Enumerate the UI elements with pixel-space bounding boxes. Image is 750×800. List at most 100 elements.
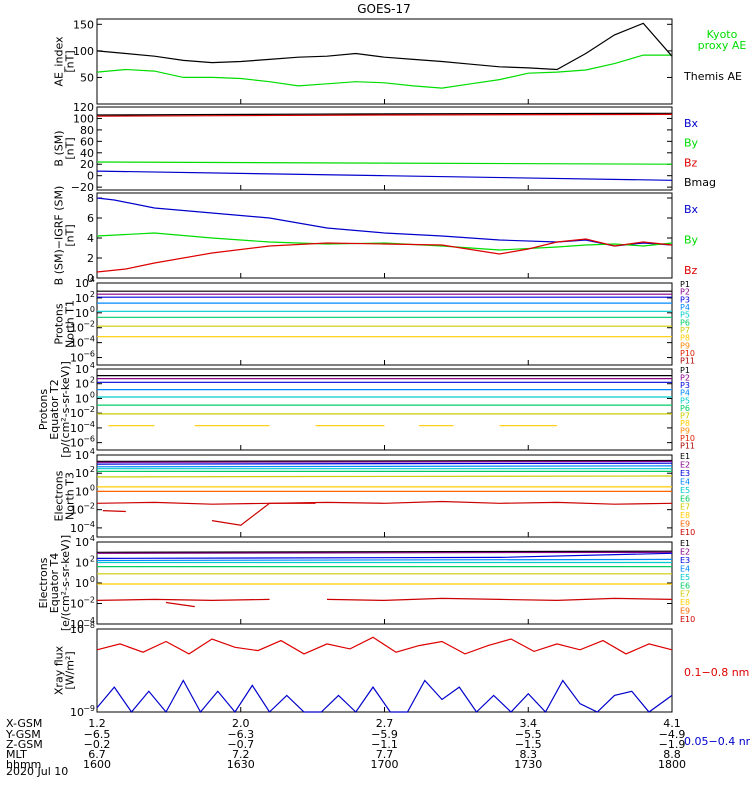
axis-row-value: 1700 xyxy=(371,758,399,771)
series-line-0-1-0-8-nm xyxy=(96,636,673,655)
axis-row-value: −1.9 xyxy=(659,738,686,751)
series-line-bmag xyxy=(96,112,673,116)
series-line-e10 xyxy=(96,500,673,505)
y-tick-label: 60 xyxy=(80,135,94,148)
y-tick-exponent: −8 xyxy=(83,621,95,630)
axis-row-value: 2.0 xyxy=(232,717,250,730)
y-tick-exponent: 0 xyxy=(90,483,95,492)
series-line-e2 xyxy=(96,460,673,463)
y-tick-exponent: 2 xyxy=(90,290,95,299)
legend-entry: P5 xyxy=(680,396,690,405)
panel-frame xyxy=(96,541,673,625)
y-axis-label: [W/m²] xyxy=(64,651,77,689)
axis-row-value: 4.1 xyxy=(663,717,681,730)
axis-row-value: −5.9 xyxy=(371,728,398,741)
legend-entry: P6 xyxy=(680,404,690,413)
legend-entry: P7 xyxy=(680,411,690,420)
series-line-e10 xyxy=(211,502,316,526)
y-tick-base: 10 xyxy=(70,322,84,335)
legend-entry: P10 xyxy=(680,434,695,443)
legend-entry: E6 xyxy=(680,494,690,503)
series-line-by xyxy=(96,161,673,165)
y-tick-exponent: −6 xyxy=(83,435,95,444)
series-line-bz xyxy=(96,113,673,117)
legend-entry: E9 xyxy=(680,607,690,616)
y-axis-label: AE_index xyxy=(53,36,66,87)
y-tick-exponent: −4 xyxy=(83,616,95,625)
y-tick-label: 4 xyxy=(87,232,94,245)
legend-entry: E1 xyxy=(680,452,690,461)
legend-entry: 0.05−0.4 nm xyxy=(684,735,750,748)
y-tick-base: 10 xyxy=(75,485,89,498)
y-axis-label: Equator T4 xyxy=(48,553,61,613)
y-tick-exponent: 4 xyxy=(90,534,95,543)
panel-bigrf: 0 2 4 6 8 B (SM)−IGRF (SM)[nT] Bx By Bz xyxy=(53,186,699,286)
y-tick-label: 0 xyxy=(87,170,94,183)
y-tick-base: 10 xyxy=(70,407,84,420)
axis-row-label: hhmm xyxy=(6,758,41,771)
y-tick-base: 10 xyxy=(70,352,84,365)
y-tick-base: 10 xyxy=(75,378,89,391)
y-tick-label: 10−4 xyxy=(70,616,95,631)
axis-row-value: 2.7 xyxy=(376,717,394,730)
series-line-e3 xyxy=(96,462,673,465)
y-tick-exponent: 4 xyxy=(90,447,95,456)
y-tick-label: 20 xyxy=(80,158,94,171)
y-tick-exponent: −2 xyxy=(83,320,95,329)
legend-entry: P4 xyxy=(680,389,690,398)
axis-row-label: Z-GSM xyxy=(6,738,43,751)
legend-entry: E3 xyxy=(680,556,690,565)
series-line-themis-ae xyxy=(96,22,673,71)
y-tick-base: 10 xyxy=(70,337,84,350)
y-tick-label: 100 xyxy=(73,45,94,58)
y-tick-exponent: −4 xyxy=(83,420,95,429)
legend-entry: E2 xyxy=(680,460,690,469)
axis-row-value: 1730 xyxy=(514,758,542,771)
legend-entry: P11 xyxy=(680,442,695,451)
y-tick-exponent: −4 xyxy=(83,335,95,344)
plot-title: GOES-17 xyxy=(357,2,411,16)
y-tick-base: 10 xyxy=(70,706,84,719)
y-tick-exponent: 2 xyxy=(90,555,95,564)
series-line-bz xyxy=(96,238,673,273)
legend-entry: P1 xyxy=(680,366,690,375)
legend-entry: E7 xyxy=(680,503,690,512)
axis-row-value: 8.3 xyxy=(520,748,538,761)
y-tick-exponent: −9 xyxy=(83,704,95,713)
y-tick-label: 10−2 xyxy=(70,502,95,517)
legend-entry: E5 xyxy=(680,486,690,495)
y-tick-base: 10 xyxy=(75,277,89,290)
legend-entry: P10 xyxy=(680,349,695,358)
legend-entry: By xyxy=(684,234,699,247)
series-line-e2 xyxy=(96,551,673,554)
y-tick-label: 10−4 xyxy=(70,335,95,350)
axis-row-value: 1630 xyxy=(227,758,255,771)
axis-row-value: 6.7 xyxy=(88,748,106,761)
axis-row-value: 1600 xyxy=(83,758,111,771)
y-tick-label: 10−6 xyxy=(70,350,95,365)
y-tick-base: 10 xyxy=(75,577,89,590)
legend-entry: Bz xyxy=(684,156,698,169)
series-line-e4 xyxy=(96,465,673,468)
y-tick-label: 10−6 xyxy=(70,435,95,450)
legend-entry: P2 xyxy=(680,374,690,383)
series-line-e4 xyxy=(96,558,673,562)
y-tick-label: 100 xyxy=(75,305,95,320)
y-tick-label: 6 xyxy=(87,212,94,225)
y-tick-label: 100 xyxy=(75,575,95,590)
legend-entry: Themis AE xyxy=(683,70,742,83)
legend-entry: P6 xyxy=(680,318,690,327)
y-tick-exponent: 0 xyxy=(90,575,95,584)
y-tick-label: 10−2 xyxy=(70,320,95,335)
y-tick-exponent: 2 xyxy=(90,376,95,385)
legend-entry: By xyxy=(684,137,699,150)
y-tick-label: 50 xyxy=(80,71,94,84)
y-tick-base: 10 xyxy=(75,449,89,462)
legend-entry: P4 xyxy=(680,303,690,312)
y-tick-base: 10 xyxy=(75,292,89,305)
y-tick-exponent: −2 xyxy=(83,596,95,605)
